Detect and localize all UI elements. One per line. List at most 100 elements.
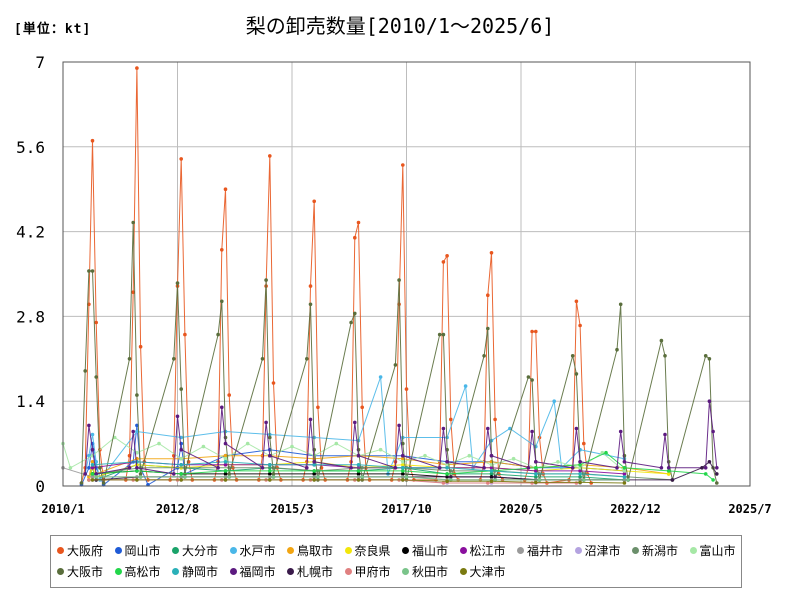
legend: 大阪府 岡山市 大分市 水戸市 鳥取市 奈良県 福山市 松江市 福井市 沼津市 新潟市 富山市 大阪市 高… [50,535,742,588]
data-point [223,469,228,473]
legend-item: 大津市 [459,563,506,580]
x-tick-label: 2015/3 [270,502,313,516]
data-point [90,463,95,467]
data-point [401,469,405,473]
legend-label: 秋田市 [412,565,449,579]
data-point [268,478,272,482]
legend-label: 大分市 [182,544,219,558]
legend-marker [459,568,467,575]
legend-item: 甲府市 [344,563,391,580]
data-point [445,466,449,470]
chart-area: 0 1.4 2.8 4.2 5.6 7 2010/1 2012/8 2015/3 2017/10 2… [16,53,772,516]
data-point [441,481,446,485]
data-point [179,456,183,461]
data-point [356,220,361,225]
legend-label: 大阪市 [67,565,104,579]
data-point [393,363,398,367]
data-point [353,235,357,240]
data-point [530,378,534,382]
data-point [530,429,534,434]
data-point [271,381,276,385]
legend-marker [402,568,409,575]
data-point [508,426,512,431]
data-point [131,220,135,225]
data-point [666,466,671,470]
data-point [489,479,494,484]
data-point [87,269,91,273]
data-point [79,481,84,485]
data-point [271,475,276,479]
data-point [626,478,630,482]
data-point [356,472,361,476]
data-point [223,453,228,458]
data-point [268,154,272,158]
data-point [98,466,102,470]
data-point [183,332,187,337]
data-point [127,357,132,361]
data-point [135,478,139,482]
data-point [715,481,719,485]
data-point [401,472,405,476]
data-point [83,369,87,373]
data-point [404,475,409,479]
data-point [401,478,405,482]
data-point [356,453,361,458]
data-point [175,281,180,285]
data-point [268,472,272,476]
data-point [138,475,143,479]
data-point [268,463,272,467]
data-point [711,478,715,482]
data-point [94,460,98,464]
legend-marker [402,547,409,554]
data-point [220,248,224,252]
data-point [578,472,582,476]
data-point [90,478,95,482]
legend-label: 福岡市 [239,565,276,579]
data-point [353,420,357,425]
data-point [622,460,627,464]
data-point [172,357,176,361]
legend-label: 沼津市 [584,544,621,558]
data-point [534,469,538,473]
legend-item: 福井市 [517,542,563,559]
data-point [223,456,228,461]
data-point [622,472,627,476]
data-point [445,479,449,484]
data-point [670,478,675,482]
data-point [308,284,313,288]
data-point [534,329,538,334]
legend-item: 岡山市 [114,542,161,559]
legend-item: 富山市 [689,542,736,559]
data-point [482,466,486,470]
data-point [659,338,664,343]
y-tick-label: 5.6 [16,138,45,157]
legend-label: 静岡市 [182,565,219,579]
legend-item: 奈良県 [344,542,391,559]
data-point [260,357,265,361]
data-point [175,414,180,419]
data-point [574,426,579,431]
data-point [223,472,228,476]
data-point [715,472,719,476]
x-tick-label: 2022/12 [610,502,661,516]
legend-marker [632,547,639,554]
data-point [441,426,446,431]
legend-label: 岡山市 [124,544,161,558]
legend-item: 大阪市 [57,563,103,580]
data-point [449,417,453,422]
data-point [534,472,538,476]
data-point [401,453,405,458]
data-point [445,472,449,476]
data-point [360,405,365,410]
data-point [268,435,272,440]
data-point [437,466,442,470]
legend-marker [114,568,122,575]
data-point [87,453,91,458]
legend-marker [517,547,524,554]
data-point [574,481,579,485]
data-point [131,290,135,295]
data-point [618,302,623,307]
data-point [308,417,313,422]
data-point [179,472,183,476]
data-point [530,481,534,485]
